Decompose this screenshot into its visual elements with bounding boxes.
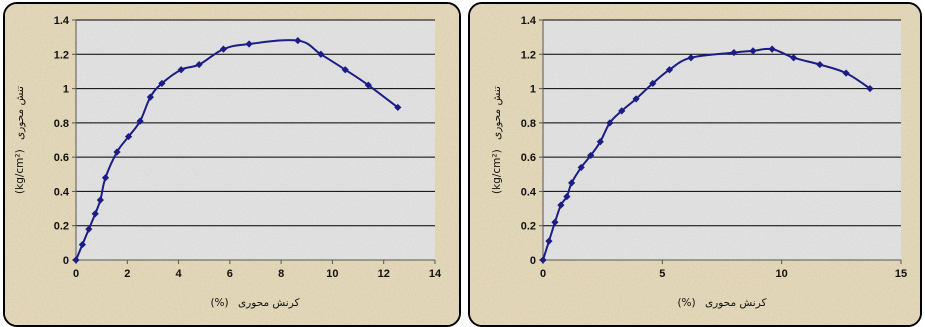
x-axis-title: (%) کرنش محوری: [677, 297, 766, 309]
y-axis-label: تنش محوری: [491, 86, 503, 140]
data-point: [545, 237, 553, 245]
y-tick-label: 1.4: [54, 15, 70, 27]
data-point: [146, 93, 154, 101]
x-tick-label: 0: [73, 268, 79, 280]
data-point: [364, 81, 372, 89]
chart-panel-left: 0 0.2 0.4 0.6 0.8 1 1.2 1.4 0 2 4 6 8 10 12 14 (kg/cm²)…: [3, 2, 461, 327]
x-tick-label: 14: [429, 268, 442, 280]
x-axis-title: (%) کرنش محوری: [210, 297, 299, 309]
data-point: [866, 84, 874, 93]
data-point: [101, 174, 110, 182]
y-tick-label: 0.8: [521, 118, 536, 130]
x-tick-label: 10: [776, 268, 788, 280]
data-point: [158, 79, 166, 88]
data-point: [687, 54, 695, 62]
y-tick-label: 1: [530, 84, 536, 96]
data-point: [606, 119, 614, 127]
data-point: [219, 45, 228, 53]
x-tick-label: 4: [176, 268, 183, 280]
y-tick-label: 0.4: [521, 186, 537, 198]
data-point: [245, 40, 253, 48]
y-tick-label: 0.2: [54, 221, 69, 233]
y-tick-label: 0.6: [521, 152, 536, 164]
data-point: [136, 117, 144, 125]
x-axis-unit: (%): [677, 297, 695, 309]
data-point: [177, 66, 185, 74]
y-axis-title: (kg/cm²) تنش محوری: [14, 86, 26, 194]
data-point: [96, 196, 104, 204]
plot-area-texture: [543, 20, 901, 260]
y-axis-unit: (kg/cm²): [14, 149, 26, 194]
y-axis-label: تنش محوری: [14, 86, 26, 140]
y-tick-label: 0.2: [521, 221, 536, 233]
x-tick-label: 12: [378, 268, 390, 280]
data-point: [587, 151, 595, 160]
data-point: [749, 47, 757, 55]
y-tick-label: 1.2: [521, 49, 536, 61]
y-tick-label: 1.2: [54, 49, 69, 61]
y-tick-label: 0.8: [54, 118, 69, 130]
series-line: [542, 47, 871, 261]
data-point: [341, 66, 349, 74]
y-axis-title: (kg/cm²) تنش محوری: [491, 86, 503, 194]
data-point: [85, 225, 93, 233]
data-point: [816, 60, 824, 69]
data-point: [72, 256, 80, 264]
y-tick-label: 1: [63, 84, 69, 96]
data-point: [768, 45, 776, 53]
x-tick-label: 15: [895, 268, 907, 280]
y-tick-label: 1.4: [521, 15, 537, 27]
data-point: [91, 210, 99, 218]
y-tick-label: 0.4: [54, 186, 70, 198]
data-point: [78, 240, 87, 249]
data-point: [124, 132, 133, 141]
data-point: [842, 69, 850, 77]
data-point: [394, 103, 402, 112]
x-axis-unit: (%): [210, 297, 228, 309]
x-tick-label: 10: [326, 268, 338, 280]
data-point: [790, 54, 798, 62]
x-tick-label: 0: [540, 268, 546, 280]
x-tick-label: 2: [124, 268, 130, 280]
chart-svg-left: 0 0.2 0.4 0.6 0.8 1 1.2 1.4 0 2 4 6 8 10 12 14 (kg/cm²)…: [5, 4, 459, 325]
data-point: [618, 107, 626, 115]
x-tick-label: 6: [227, 268, 233, 280]
data-point: [317, 50, 325, 58]
y-tick-label: 0.6: [54, 152, 69, 164]
y-tick-label: 0: [530, 255, 536, 267]
y-tick-label: 0: [63, 255, 69, 267]
data-point: [539, 256, 547, 264]
x-tick-label: 8: [278, 268, 284, 280]
chart-panel-right: 0 0.2 0.4 0.6 0.8 1 1.2 1.4 0 5 10 15 (kg/cm²) تنش …: [468, 2, 922, 327]
x-axis-label: کرنش محوری: [705, 297, 767, 309]
plot-area-texture: [76, 20, 435, 260]
y-axis-unit: (kg/cm²): [491, 149, 503, 194]
x-axis-label: کرنش محوری: [238, 297, 300, 309]
data-point: [730, 48, 738, 57]
data-point: [294, 36, 302, 45]
x-tick-label: 5: [659, 268, 665, 280]
data-point: [665, 66, 674, 74]
chart-svg-right: 0 0.2 0.4 0.6 0.8 1 1.2 1.4 0 5 10 15 (kg/cm²) تنش …: [470, 4, 920, 325]
data-point: [113, 148, 121, 156]
